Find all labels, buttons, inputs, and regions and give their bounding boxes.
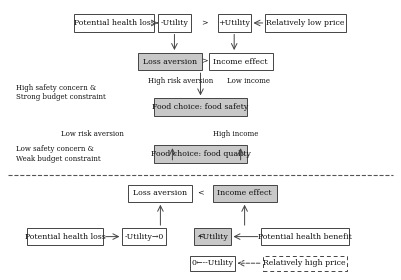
Text: High risk aversion: High risk aversion (148, 77, 214, 85)
FancyBboxPatch shape (265, 14, 346, 32)
FancyBboxPatch shape (261, 228, 349, 245)
FancyBboxPatch shape (209, 53, 273, 70)
Text: +Utility: +Utility (196, 233, 229, 241)
FancyBboxPatch shape (263, 255, 347, 271)
Text: -Utility: -Utility (160, 19, 188, 27)
Text: Income effect: Income effect (217, 189, 272, 197)
FancyBboxPatch shape (154, 145, 247, 163)
Text: >: > (201, 19, 208, 27)
Text: Relatively low price: Relatively low price (266, 19, 345, 27)
Text: Loss aversion: Loss aversion (143, 58, 197, 66)
Text: Income effect: Income effect (213, 58, 268, 66)
Text: -Utility→0: -Utility→0 (125, 233, 164, 241)
Text: Food choice: food quality: Food choice: food quality (150, 150, 251, 158)
Text: Potential health benefit: Potential health benefit (258, 233, 352, 241)
Text: Loss aversion: Loss aversion (134, 189, 187, 197)
FancyBboxPatch shape (128, 185, 192, 202)
Text: Potential health loss: Potential health loss (24, 233, 105, 241)
Text: 0←--Utility: 0←--Utility (192, 259, 233, 267)
FancyBboxPatch shape (213, 185, 277, 202)
Text: High safety concern &
Strong budget constraint: High safety concern & Strong budget cons… (16, 84, 106, 101)
FancyBboxPatch shape (154, 98, 247, 116)
Text: Food choice: food safety: Food choice: food safety (152, 103, 249, 111)
Text: Low income: Low income (227, 77, 269, 85)
Text: <: < (197, 189, 204, 197)
Text: +Utility: +Utility (218, 19, 250, 27)
Text: >: > (201, 58, 208, 66)
FancyBboxPatch shape (194, 228, 231, 245)
Text: Relatively high price: Relatively high price (263, 259, 346, 267)
Text: Low risk aversion: Low risk aversion (61, 130, 124, 138)
Text: <: < (197, 233, 204, 241)
FancyBboxPatch shape (74, 14, 154, 32)
FancyBboxPatch shape (27, 228, 103, 245)
Text: Low safety concern &
Weak budget constraint: Low safety concern & Weak budget constra… (16, 145, 101, 163)
Text: Potential health loss: Potential health loss (74, 19, 155, 27)
FancyBboxPatch shape (138, 53, 202, 70)
FancyBboxPatch shape (190, 255, 235, 271)
FancyBboxPatch shape (122, 228, 166, 245)
FancyBboxPatch shape (158, 14, 191, 32)
FancyBboxPatch shape (218, 14, 251, 32)
Text: High income: High income (213, 130, 258, 138)
